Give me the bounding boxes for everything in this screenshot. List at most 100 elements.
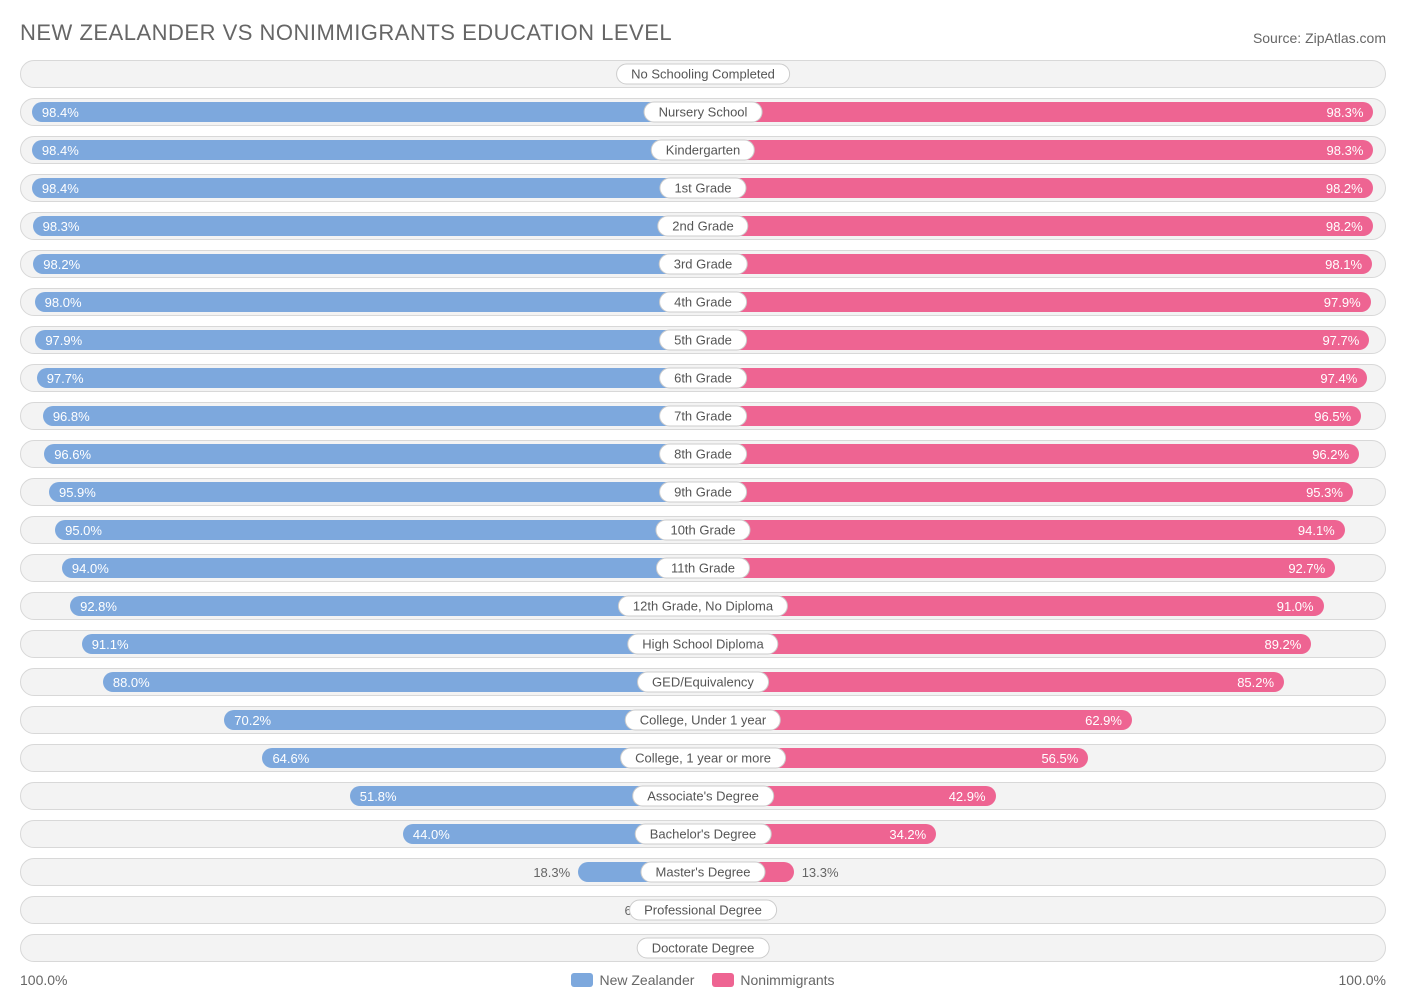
bar-left-value: 70.2% bbox=[234, 713, 271, 728]
bar-left-value: 91.1% bbox=[92, 637, 129, 652]
chart-row: 95.9% 95.3% 9th Grade bbox=[20, 478, 1386, 506]
chart-row: 18.3%13.3%Master's Degree bbox=[20, 858, 1386, 886]
chart-footer: 100.0% New Zealander Nonimmigrants 100.0… bbox=[20, 972, 1386, 988]
chart-row: 97.9%97.7%5th Grade bbox=[20, 326, 1386, 354]
bar-left-value: 96.6% bbox=[54, 447, 91, 462]
bar-right-value: 98.2% bbox=[1326, 219, 1363, 234]
chart-row: 88.0%85.2%GED/Equivalency bbox=[20, 668, 1386, 696]
chart-header: NEW ZEALANDER VS NONIMMIGRANTS EDUCATION… bbox=[20, 20, 1386, 46]
category-label: 11th Grade bbox=[656, 558, 750, 579]
chart-row: 70.2% 62.9% College, Under 1 year bbox=[20, 706, 1386, 734]
bar-right-value: 95.3% bbox=[1306, 485, 1343, 500]
bar-right: 94.1% bbox=[703, 520, 1345, 540]
bar-right: 92.7% bbox=[703, 558, 1335, 578]
legend-label-left: New Zealander bbox=[599, 972, 694, 988]
bar-right-value: 98.3% bbox=[1327, 105, 1364, 120]
bar-left-value: 95.9% bbox=[59, 485, 96, 500]
bar-right-value: 13.3% bbox=[794, 865, 839, 880]
axis-right-max: 100.0% bbox=[1339, 972, 1386, 988]
bar-left-value: 18.3% bbox=[533, 865, 578, 880]
bar-right: 98.3% bbox=[703, 140, 1373, 160]
bar-right: 98.2% bbox=[703, 216, 1373, 236]
bar-right: 98.3% bbox=[703, 102, 1373, 122]
bar-right-value: 42.9% bbox=[949, 789, 986, 804]
bar-left: 91.1% bbox=[82, 634, 703, 654]
bar-right: 98.1% bbox=[703, 254, 1372, 274]
bar-left: 95.0% bbox=[55, 520, 703, 540]
bar-right-value: 98.1% bbox=[1325, 257, 1362, 272]
axis-left-max: 100.0% bbox=[20, 972, 67, 988]
bar-left: 97.9% bbox=[35, 330, 703, 350]
legend-swatch-right bbox=[712, 973, 734, 987]
legend-swatch-left bbox=[571, 973, 593, 987]
bar-right: 98.2% bbox=[703, 178, 1373, 198]
bar-right: 96.2% bbox=[703, 444, 1359, 464]
bar-left-value: 98.3% bbox=[43, 219, 80, 234]
bar-right-value: 34.2% bbox=[889, 827, 926, 842]
bar-right-value: 98.2% bbox=[1326, 181, 1363, 196]
chart-row: 6.0%3.9%Professional Degree bbox=[20, 896, 1386, 924]
bar-right-value: 96.5% bbox=[1314, 409, 1351, 424]
category-label: Doctorate Degree bbox=[637, 938, 770, 959]
legend-item-right: Nonimmigrants bbox=[712, 972, 834, 988]
category-label: Professional Degree bbox=[629, 900, 777, 921]
bar-left-value: 95.0% bbox=[65, 523, 102, 538]
category-label: College, 1 year or more bbox=[620, 748, 786, 769]
category-label: 4th Grade bbox=[659, 292, 747, 313]
chart-row: 51.8% 42.9% Associate's Degree bbox=[20, 782, 1386, 810]
bar-left: 96.6% bbox=[44, 444, 703, 464]
bar-left-value: 94.0% bbox=[72, 561, 109, 576]
diverging-bar-chart: 1.7%1.8%No Schooling Completed98.4%98.3%… bbox=[20, 60, 1386, 962]
bar-left: 96.8% bbox=[43, 406, 703, 426]
chart-row: 94.0% 92.7%11th Grade bbox=[20, 554, 1386, 582]
bar-left-value: 96.8% bbox=[53, 409, 90, 424]
chart-row: 98.3%98.2%2nd Grade bbox=[20, 212, 1386, 240]
bar-right-value: 96.2% bbox=[1312, 447, 1349, 462]
category-label: 6th Grade bbox=[659, 368, 747, 389]
legend-label-right: Nonimmigrants bbox=[740, 972, 834, 988]
bar-right-value: 97.4% bbox=[1320, 371, 1357, 386]
chart-row: 98.4% 98.2% 1st Grade bbox=[20, 174, 1386, 202]
bar-left: 98.0% bbox=[35, 292, 703, 312]
category-label: College, Under 1 year bbox=[625, 710, 781, 731]
bar-right-value: 62.9% bbox=[1085, 713, 1122, 728]
category-label: 12th Grade, No Diploma bbox=[618, 596, 788, 617]
category-label: 3rd Grade bbox=[659, 254, 748, 275]
bar-right: 96.5% bbox=[703, 406, 1361, 426]
bar-right-value: 56.5% bbox=[1041, 751, 1078, 766]
category-label: 1st Grade bbox=[659, 178, 746, 199]
category-label: Nursery School bbox=[644, 102, 763, 123]
bar-right-value: 91.0% bbox=[1277, 599, 1314, 614]
bar-right-value: 85.2% bbox=[1237, 675, 1274, 690]
bar-left-value: 97.7% bbox=[47, 371, 84, 386]
bar-left-value: 98.4% bbox=[42, 181, 79, 196]
chart-row: 98.4%98.3%Kindergarten bbox=[20, 136, 1386, 164]
bar-left: 98.4% bbox=[32, 178, 703, 198]
category-label: 9th Grade bbox=[659, 482, 747, 503]
chart-row: 92.8%91.0%12th Grade, No Diploma bbox=[20, 592, 1386, 620]
bar-left-value: 64.6% bbox=[272, 751, 309, 766]
bar-right: 85.2% bbox=[703, 672, 1284, 692]
category-label: 7th Grade bbox=[659, 406, 747, 427]
chart-row: 98.2%98.1%3rd Grade bbox=[20, 250, 1386, 278]
category-label: 10th Grade bbox=[655, 520, 750, 541]
category-label: GED/Equivalency bbox=[637, 672, 769, 693]
category-label: 8th Grade bbox=[659, 444, 747, 465]
bar-left: 95.9% bbox=[49, 482, 703, 502]
chart-row: 95.0% 94.1%10th Grade bbox=[20, 516, 1386, 544]
category-label: Associate's Degree bbox=[632, 786, 774, 807]
bar-left-value: 98.0% bbox=[45, 295, 82, 310]
chart-row: 98.4% 98.3% Nursery School bbox=[20, 98, 1386, 126]
chart-row: 2.5%1.7%Doctorate Degree bbox=[20, 934, 1386, 962]
bar-left: 98.4% bbox=[32, 140, 703, 160]
bar-left: 98.3% bbox=[33, 216, 703, 236]
bar-left: 98.4% bbox=[32, 102, 703, 122]
category-label: Bachelor's Degree bbox=[635, 824, 772, 845]
bar-right: 97.9% bbox=[703, 292, 1371, 312]
bar-right: 97.4% bbox=[703, 368, 1367, 388]
chart-source: Source: ZipAtlas.com bbox=[1253, 30, 1386, 46]
bar-right-value: 97.9% bbox=[1324, 295, 1361, 310]
bar-right: 89.2% bbox=[703, 634, 1311, 654]
bar-left-value: 51.8% bbox=[360, 789, 397, 804]
legend-item-left: New Zealander bbox=[571, 972, 694, 988]
